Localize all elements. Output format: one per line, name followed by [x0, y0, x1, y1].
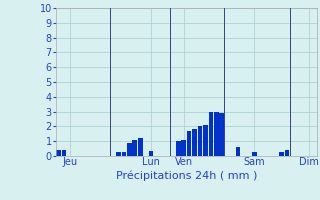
Bar	[122, 152, 126, 156]
Bar	[209, 112, 213, 156]
Bar	[220, 113, 224, 156]
X-axis label: Précipitations 24h ( mm ): Précipitations 24h ( mm )	[116, 170, 257, 181]
Bar	[149, 151, 153, 156]
Bar	[56, 150, 61, 156]
Bar	[203, 125, 208, 156]
Bar	[284, 150, 289, 156]
Bar	[132, 140, 137, 156]
Bar	[214, 112, 219, 156]
Bar	[192, 129, 197, 156]
Bar	[279, 152, 284, 156]
Bar	[116, 152, 121, 156]
Bar	[181, 140, 186, 156]
Bar	[236, 147, 240, 156]
Bar	[62, 150, 67, 156]
Bar	[198, 126, 202, 156]
Bar	[187, 131, 191, 156]
Bar	[138, 138, 142, 156]
Bar	[127, 143, 132, 156]
Bar	[176, 141, 180, 156]
Bar	[252, 152, 257, 156]
